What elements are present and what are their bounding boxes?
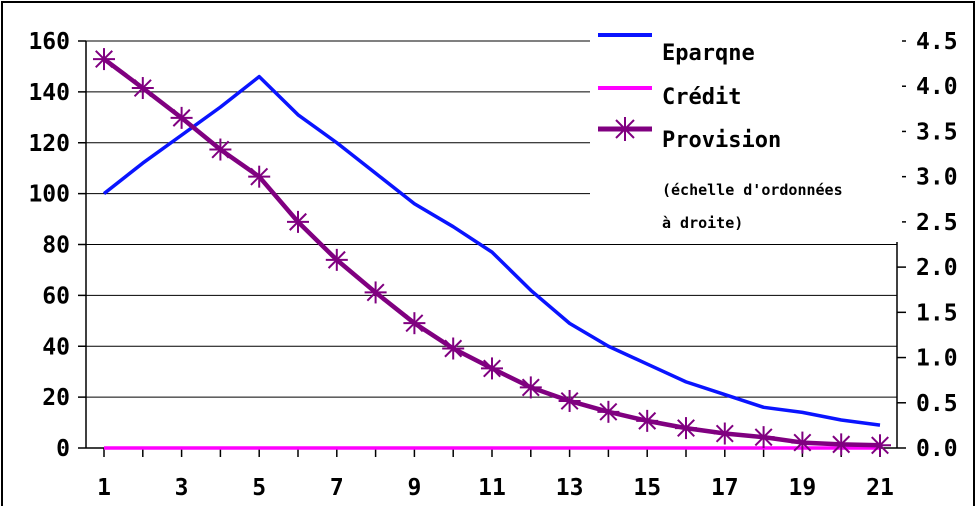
data-point-provision bbox=[752, 426, 775, 449]
left-axis-tick-label: 120 bbox=[28, 131, 70, 157]
data-point-provision bbox=[597, 400, 620, 423]
marker-stroke bbox=[133, 79, 152, 97]
marker-stroke bbox=[871, 436, 889, 455]
marker-stroke bbox=[677, 419, 695, 438]
marker-stroke bbox=[832, 435, 851, 454]
marker-stroke bbox=[95, 50, 113, 69]
legend-asterisk-marker bbox=[613, 117, 637, 141]
x-axis-tick-label: 1 bbox=[97, 475, 111, 501]
data-point-provision bbox=[442, 337, 465, 360]
data-point-provision bbox=[325, 248, 348, 271]
annotation-line-1: (échelle d'ordonnées bbox=[662, 181, 843, 199]
data-point-provision bbox=[830, 433, 853, 456]
series-eparqne-line bbox=[102, 74, 881, 427]
data-point-provision bbox=[791, 431, 814, 454]
x-axis-tick-label: 19 bbox=[789, 475, 817, 501]
marker-stroke bbox=[483, 359, 501, 378]
right-axis-tick-label: 1.5 bbox=[916, 300, 958, 326]
marker-stroke bbox=[793, 433, 812, 452]
marker-stroke bbox=[250, 167, 269, 186]
legend-background bbox=[590, 34, 902, 242]
left-axis-tick-label: 60 bbox=[42, 283, 70, 309]
left-axis-tick-label: 160 bbox=[28, 29, 70, 55]
data-point-provision bbox=[403, 312, 426, 335]
right-axis-tick-label: 3.0 bbox=[916, 165, 958, 191]
data-point-provision bbox=[287, 210, 309, 233]
right-axis-tick-label: 4.5 bbox=[916, 29, 958, 55]
left-axis-tick-label: 140 bbox=[28, 80, 70, 106]
right-axis-tick-label: 2.0 bbox=[916, 255, 958, 281]
x-axis-tick-label: 9 bbox=[407, 475, 421, 501]
x-axis-tick-label: 13 bbox=[556, 475, 584, 501]
data-point-provision bbox=[519, 376, 542, 399]
data-point-provision bbox=[248, 165, 271, 188]
data-point-provision bbox=[675, 417, 697, 440]
legend-provision-marker bbox=[613, 117, 637, 141]
marker-stroke bbox=[444, 339, 463, 358]
left-axis-tick-label: 100 bbox=[28, 182, 70, 208]
data-point-provision bbox=[713, 422, 736, 445]
x-axis-tick-label: 7 bbox=[330, 475, 344, 501]
data-point-provision bbox=[481, 357, 503, 380]
marker-stroke bbox=[521, 378, 540, 397]
right-axis-tick-label: 0.0 bbox=[916, 436, 958, 462]
marker-stroke bbox=[754, 428, 773, 447]
data-point-provision bbox=[869, 434, 891, 457]
left-axis-tick-label: 0 bbox=[56, 436, 70, 462]
marker-stroke bbox=[211, 140, 230, 159]
x-axis-tick-label: 17 bbox=[711, 475, 739, 501]
right-axis-tick-label: 0.5 bbox=[916, 391, 958, 417]
data-point-provision bbox=[131, 77, 154, 100]
marker-stroke bbox=[366, 283, 385, 302]
data-point-provision bbox=[636, 409, 659, 432]
data-point-provision bbox=[209, 138, 232, 161]
x-axis-tick-label: 21 bbox=[866, 475, 894, 501]
data-point-provision bbox=[364, 281, 387, 304]
x-axis-tick-label: 5 bbox=[252, 475, 266, 501]
marker-stroke bbox=[289, 212, 307, 231]
legend-eparqne-label: Eparqne bbox=[662, 41, 755, 66]
legend: Eparqne Crédit Provision (échelle d'ordo… bbox=[590, 33, 902, 242]
marker-stroke bbox=[599, 402, 618, 421]
left-axis-tick-label: 20 bbox=[42, 385, 70, 411]
right-axis-tick-label: 2.5 bbox=[916, 210, 958, 236]
right-axis-tick-label: 4.0 bbox=[916, 74, 958, 100]
x-axis-tick-label: 11 bbox=[478, 475, 506, 501]
marker-stroke bbox=[327, 250, 346, 269]
legend-credit-label: Crédit bbox=[662, 85, 741, 110]
legend-provision-label: Provision bbox=[662, 128, 781, 153]
marker-stroke bbox=[615, 119, 635, 139]
marker-stroke bbox=[638, 411, 657, 430]
left-axis-tick-label: 80 bbox=[42, 233, 70, 259]
marker-stroke bbox=[405, 314, 424, 333]
right-axis-tick-label: 1.0 bbox=[916, 346, 958, 372]
x-axis-tick-label: 3 bbox=[175, 475, 189, 501]
data-point-provision bbox=[170, 106, 193, 129]
data-point-provision bbox=[93, 48, 115, 71]
annotation-line-2: à droite) bbox=[662, 214, 743, 232]
axes: 0 20 40 60 80 100 120 140 160 0.0 0.5 1.0 1.5 2.0 2.5 3… bbox=[28, 29, 957, 501]
marker-stroke bbox=[560, 392, 579, 410]
marker-stroke bbox=[715, 424, 734, 443]
right-axis-tick-label: 3.5 bbox=[916, 119, 958, 145]
marker-stroke bbox=[172, 108, 191, 127]
data-point-provision bbox=[558, 389, 581, 412]
x-axis-tick-label: 15 bbox=[633, 475, 661, 501]
series-layer bbox=[93, 48, 891, 457]
left-axis-tick-label: 40 bbox=[42, 334, 70, 360]
